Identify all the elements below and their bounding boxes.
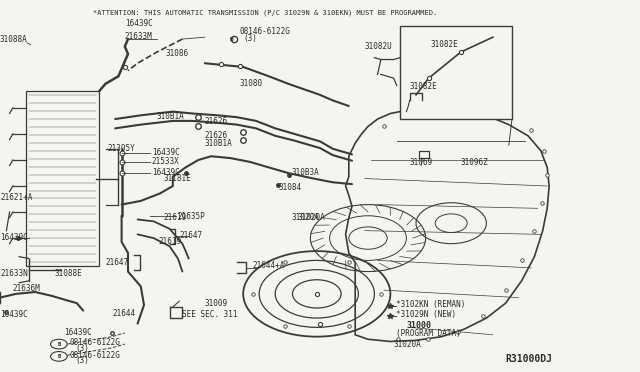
Text: 31069: 31069	[410, 158, 433, 167]
Text: 21626: 21626	[204, 117, 227, 126]
Text: 21621+A: 21621+A	[0, 193, 33, 202]
Text: 31086: 31086	[165, 49, 188, 58]
Text: 21647: 21647	[179, 231, 202, 240]
Text: 21644+A: 21644+A	[253, 262, 285, 270]
Text: 31009: 31009	[205, 299, 228, 308]
Text: 31020A: 31020A	[394, 340, 421, 349]
Text: 31082E: 31082E	[430, 39, 458, 48]
Text: 310B1A: 310B1A	[204, 139, 232, 148]
Text: 21644: 21644	[112, 309, 135, 318]
Text: B: B	[57, 354, 61, 359]
Text: 16439C: 16439C	[152, 148, 179, 157]
Text: 21633N: 21633N	[0, 269, 28, 278]
Text: 31020A: 31020A	[291, 213, 319, 222]
Text: 21633M: 21633M	[125, 32, 152, 41]
Text: 08146-6122G: 08146-6122G	[69, 339, 120, 347]
Text: B: B	[57, 341, 61, 347]
Text: R31000DJ: R31000DJ	[506, 354, 552, 364]
Text: 21533X: 21533X	[152, 157, 179, 166]
Text: 21635P: 21635P	[178, 212, 205, 221]
Text: 08146-6122G: 08146-6122G	[240, 27, 291, 36]
Text: 31020A: 31020A	[298, 213, 325, 222]
Text: SEE SEC. 311: SEE SEC. 311	[182, 310, 238, 319]
Text: 21636M: 21636M	[13, 284, 40, 293]
Text: 310B3A: 310B3A	[291, 169, 319, 177]
Text: 21619: 21619	[163, 213, 186, 222]
Text: 16439C: 16439C	[152, 169, 179, 177]
Text: (3): (3)	[76, 356, 90, 365]
Text: 16439C: 16439C	[125, 19, 152, 28]
Text: 31084: 31084	[278, 183, 301, 192]
Text: 31080: 31080	[240, 78, 263, 87]
Text: 21619: 21619	[159, 237, 182, 246]
Text: 31088E: 31088E	[54, 269, 82, 278]
Text: B: B	[230, 36, 234, 42]
Text: 31082U: 31082U	[365, 42, 392, 51]
Bar	[26, 91, 99, 266]
Text: *ATTENTION: THIS AUTOMATIC TRANSMISSION (P/C 31029N & 310EKN) MUST BE PROGRAMMED: *ATTENTION: THIS AUTOMATIC TRANSMISSION …	[93, 9, 437, 16]
Text: 16439C: 16439C	[64, 328, 92, 337]
Text: 31088A: 31088A	[0, 35, 28, 44]
Text: 31181E: 31181E	[163, 174, 191, 183]
Text: *31029N (NEW): *31029N (NEW)	[396, 310, 456, 319]
Text: 16439C: 16439C	[0, 310, 28, 319]
Text: (3): (3)	[76, 344, 90, 353]
Text: 21305Y: 21305Y	[108, 144, 135, 153]
Bar	[400, 26, 512, 119]
Text: 31096Z: 31096Z	[461, 158, 488, 167]
Text: 310B1A: 310B1A	[157, 112, 184, 121]
Text: *3102KN (REMAN): *3102KN (REMAN)	[396, 300, 465, 309]
Text: 16439C: 16439C	[0, 233, 28, 242]
Text: (3): (3)	[243, 34, 257, 43]
Text: 21626: 21626	[204, 131, 227, 140]
Text: 21647: 21647	[106, 258, 129, 267]
Text: 31000: 31000	[406, 321, 431, 330]
Text: 08146-6122G: 08146-6122G	[69, 351, 120, 360]
Text: (PROGRAM DATA): (PROGRAM DATA)	[396, 328, 460, 337]
Text: 31082E: 31082E	[410, 82, 437, 91]
